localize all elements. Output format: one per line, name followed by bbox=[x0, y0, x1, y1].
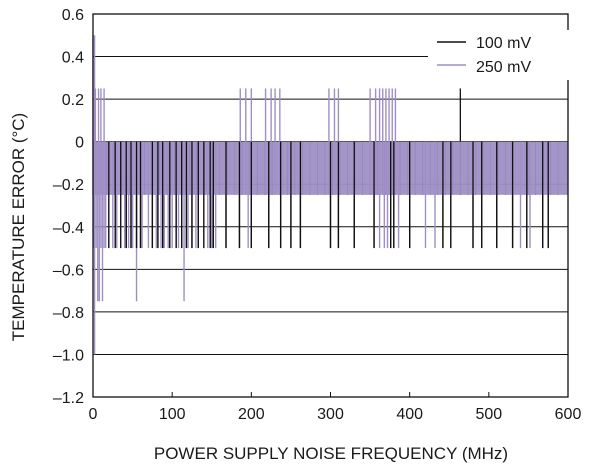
legend-background bbox=[428, 30, 570, 80]
y-tick-label-9: –1.2 bbox=[53, 390, 84, 407]
y-tick-label-6: –0.6 bbox=[53, 262, 84, 279]
y-tick-label-5: –0.4 bbox=[53, 220, 84, 237]
x-axis-ticks: 0 100 200 300 400 500 600 bbox=[89, 392, 582, 423]
series-100mv-overlay bbox=[108, 141, 549, 249]
y-tick-label-0: 0.6 bbox=[62, 7, 84, 24]
y-tick-label-2: 0.2 bbox=[62, 92, 84, 109]
x-tick-label-6: 600 bbox=[555, 406, 582, 423]
x-tick-label-1: 100 bbox=[159, 406, 186, 423]
y-tick-label-7: –0.8 bbox=[53, 305, 84, 322]
plot-area bbox=[92, 35, 568, 355]
x-tick-label-3: 300 bbox=[317, 406, 344, 423]
x-tick-label-2: 200 bbox=[238, 406, 265, 423]
legend: 100 mV 250 mV bbox=[428, 30, 570, 80]
y-tick-label-3: 0 bbox=[75, 135, 84, 152]
x-tick-label-4: 400 bbox=[396, 406, 423, 423]
x-tick-label-5: 500 bbox=[475, 406, 502, 423]
y-axis-label: TEMPERATURE ERROR (°C) bbox=[9, 113, 28, 341]
x-tick-label-0: 0 bbox=[89, 406, 98, 423]
y-tick-label-1: 0.4 bbox=[62, 50, 84, 67]
y-tick-label-8: –1.0 bbox=[53, 347, 84, 364]
series-250mv bbox=[92, 35, 568, 355]
x-axis-label: POWER SUPPLY NOISE FREQUENCY (MHz) bbox=[154, 444, 508, 463]
y-tick-label-4: –0.2 bbox=[53, 177, 84, 194]
legend-label-250mv: 250 mV bbox=[476, 59, 531, 76]
legend-label-100mv: 100 mV bbox=[476, 35, 531, 52]
y-axis-ticks: 0.6 0.4 0.2 0 –0.2 –0.4 –0.6 –0.8 –1.0 –1.2 bbox=[53, 7, 84, 407]
